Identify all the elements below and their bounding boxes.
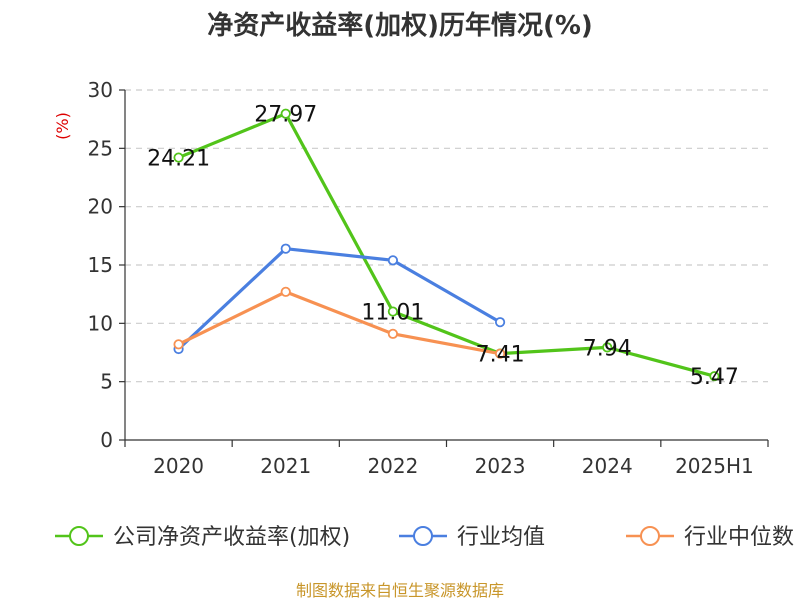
data-label: 24.21 <box>147 147 210 172</box>
data-labels: 24.21 27.97 11.01 7.41 7.94 5.47 <box>147 103 739 390</box>
x-tick-label: 2022 <box>367 454 418 478</box>
y-tick-label: 20 <box>88 195 113 219</box>
axes: 0 5 10 15 20 25 30 2020 2021 2022 2023 2024 2025H1 <box>88 78 769 478</box>
data-label: 27.97 <box>254 103 317 128</box>
series-line <box>177 247 501 351</box>
source-note: 制图数据来自恒生聚源数据库 <box>296 581 504 600</box>
legend-label: 公司净资产收益率(加权) <box>113 525 350 550</box>
legend: 公司净资产收益率(加权) 行业均值 行业中位数 <box>55 525 794 550</box>
data-point <box>387 306 399 317</box>
legend-marker <box>69 526 89 546</box>
series-line <box>177 290 501 356</box>
legend-marker <box>413 526 433 546</box>
data-label: 7.41 <box>476 343 525 368</box>
data-point <box>280 286 291 297</box>
y-tick-label: 25 <box>88 136 113 160</box>
data-point <box>387 255 399 266</box>
y-tick-label: 15 <box>88 253 113 277</box>
data-point <box>494 348 506 359</box>
legend-label: 行业均值 <box>457 525 545 550</box>
data-point <box>494 317 506 328</box>
data-point <box>280 243 291 254</box>
data-point <box>280 108 291 119</box>
grid-lines <box>125 89 768 383</box>
series-group <box>173 108 720 382</box>
legend-marker <box>640 526 660 546</box>
x-tick-label: 2023 <box>475 454 526 478</box>
y-tick-label: 0 <box>100 428 113 452</box>
x-tick-label: 2021 <box>260 454 311 478</box>
data-point <box>173 152 184 163</box>
x-tick-label: 2024 <box>582 454 633 478</box>
x-tick-label: 2020 <box>153 454 204 478</box>
data-point <box>173 339 184 350</box>
data-point <box>709 371 720 382</box>
x-tick-label: 2025H1 <box>675 454 754 478</box>
data-label: 5.47 <box>690 365 739 390</box>
legend-label: 行业中位数 <box>684 525 794 550</box>
data-label: 7.94 <box>583 336 632 361</box>
chart-title: 净资产收益率(加权)历年情况(%) <box>207 10 593 41</box>
series-line <box>177 112 715 378</box>
y-tick-label: 5 <box>100 370 113 394</box>
data-point <box>387 328 399 339</box>
data-label: 11.01 <box>361 301 424 326</box>
y-axis-label: (%) <box>53 112 72 140</box>
y-tick-label: 30 <box>88 78 113 102</box>
y-tick-label: 10 <box>88 311 113 335</box>
data-point <box>602 342 613 353</box>
